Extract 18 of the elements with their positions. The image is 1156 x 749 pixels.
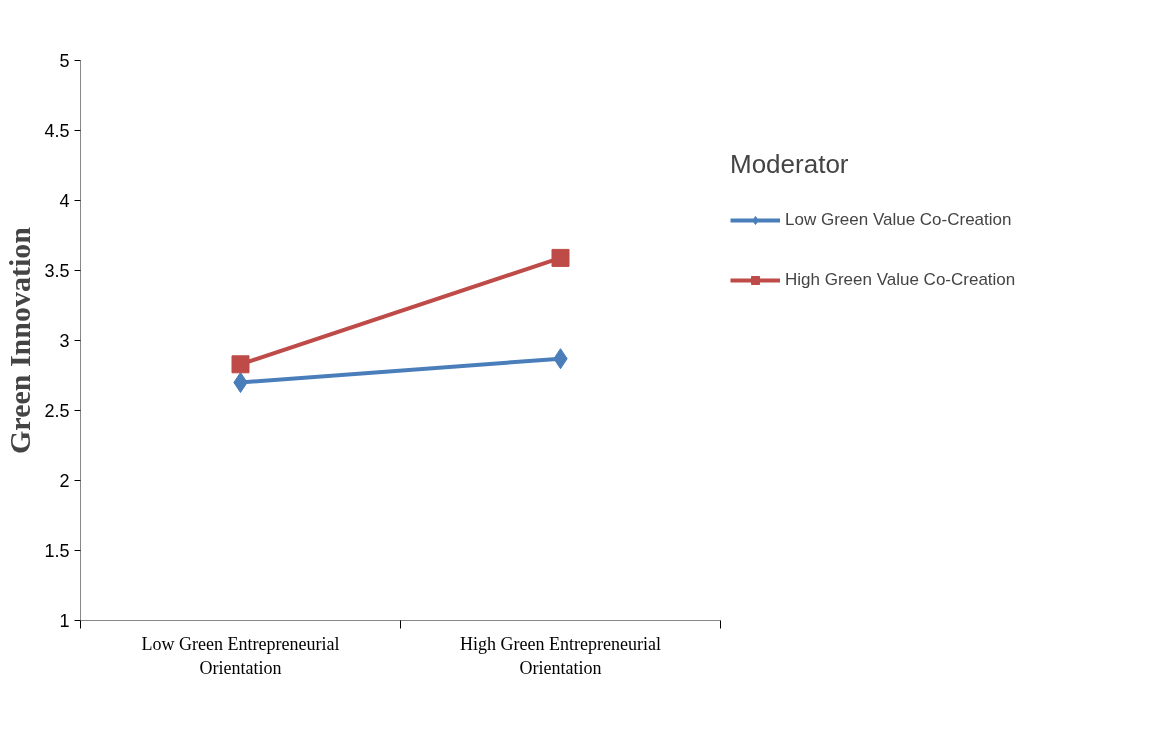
y-tick-label: 1.5 — [44, 541, 70, 561]
y-axis-title: Green Innovation — [3, 226, 37, 454]
y-tick-label: 4 — [59, 191, 70, 211]
y-tick-label: 3.5 — [44, 261, 70, 281]
point — [233, 372, 248, 393]
point — [231, 355, 250, 374]
y-tick-label: 2.5 — [44, 401, 70, 421]
y-tick-label: 2 — [59, 471, 70, 491]
y-tick-label: 3 — [59, 331, 70, 351]
y-tick-label: 5 — [59, 51, 70, 71]
x-tick-label: High Green Entrepreneurial Orientation — [460, 633, 661, 678]
y-tick-label: 4.5 — [44, 121, 70, 141]
y-tick-label: 1 — [59, 611, 70, 631]
legend-label: High Green Value Co-Creation — [785, 270, 1016, 290]
legend-label: Low Green Value Co-Creation — [785, 210, 1012, 230]
legend-title: Moderator — [730, 149, 850, 180]
point — [551, 248, 570, 267]
x-tick-label: Low Green Entrepreneurial Orientation — [141, 633, 340, 678]
